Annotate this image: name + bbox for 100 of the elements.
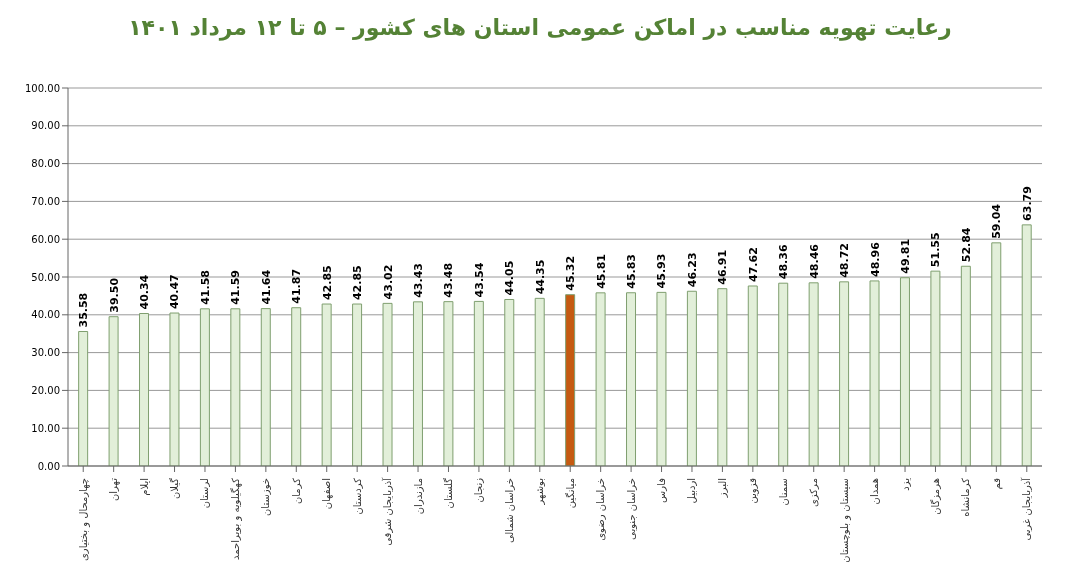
bar <box>291 307 302 466</box>
x-tick-label: کرمانشاه <box>960 477 972 517</box>
bar <box>930 270 941 466</box>
x-tick-label: کهگیلویه و بویراحمد <box>229 477 242 560</box>
data-label: 48.36 <box>777 244 791 280</box>
bar <box>139 313 150 466</box>
bar <box>169 312 180 466</box>
data-label: 39.50 <box>107 277 121 313</box>
y-tick-label: 30.00 <box>31 347 60 359</box>
x-tick-label: اردبیل <box>686 478 698 504</box>
data-label: 42.85 <box>320 265 334 301</box>
data-label: 35.58 <box>77 292 91 328</box>
x-tick-label: خراسان جنوبی <box>625 478 637 540</box>
x-tick-label: قم <box>990 477 1003 490</box>
x-tick-label: فارس <box>656 477 668 503</box>
x-tick-label: تهران <box>108 477 121 502</box>
y-tick-label: 20.00 <box>31 384 60 396</box>
x-tick-label: قزوین <box>747 477 760 504</box>
y-tick-label: 50.00 <box>31 271 60 283</box>
bar <box>626 292 637 466</box>
y-tick-label: 90.00 <box>31 120 60 132</box>
x-tick-label: خوزستان <box>260 478 272 516</box>
x-tick-label: سمنان <box>777 478 789 506</box>
data-label: 44.05 <box>503 260 517 296</box>
x-tick-label: اصفهان <box>321 478 334 510</box>
y-tick-label: 100.00 <box>25 82 60 94</box>
data-label: 45.83 <box>625 253 639 289</box>
y-tick-label: 60.00 <box>31 233 60 245</box>
bar <box>321 303 332 466</box>
bar <box>443 301 454 466</box>
data-label: 41.64 <box>259 269 273 305</box>
bar <box>899 277 910 466</box>
data-label: 43.48 <box>442 262 456 298</box>
y-tick-label: 0.00 <box>37 460 60 472</box>
x-tick-label: لرستان <box>199 478 211 509</box>
x-tick-label: مازندران <box>412 478 424 515</box>
y-tick-label: 70.00 <box>31 195 60 207</box>
data-label: 41.87 <box>290 268 304 304</box>
bar <box>778 282 789 466</box>
x-tick-label: یزد <box>899 477 911 491</box>
data-label: 49.81 <box>898 238 912 274</box>
bar <box>808 282 819 466</box>
y-tick-label: 40.00 <box>31 309 60 321</box>
x-tick-label: گلستان <box>442 477 454 509</box>
bar <box>230 308 241 466</box>
x-tick-label: بوشهر <box>534 478 547 506</box>
x-tick-label: آذربایجان شرقی <box>381 476 394 546</box>
data-label: 47.62 <box>746 247 760 282</box>
x-tick-label: سیستان و بلوچستان <box>838 478 851 563</box>
x-tick-label: البرز <box>716 478 728 499</box>
bar <box>717 288 728 466</box>
data-label: 45.93 <box>655 253 669 289</box>
x-tick-label: کرمان <box>290 477 302 505</box>
bar <box>595 292 606 466</box>
bar <box>565 294 576 466</box>
bar <box>260 308 271 466</box>
data-label: 48.46 <box>807 243 821 279</box>
bar <box>412 301 423 466</box>
bar <box>473 300 484 466</box>
x-tick-label: چهارمحال و بختیاری <box>77 478 90 561</box>
bar <box>352 303 363 466</box>
x-tick-label: هرمزگان <box>929 478 941 515</box>
chart-title: رعایت تهویه مناسب در اماکن عمومی استان های کشور – ۵ تا ۱۲ مرداد ۱۴۰۱ <box>127 14 953 43</box>
x-tick-label: زنجان <box>473 477 485 503</box>
bar <box>382 302 393 466</box>
data-label: 41.59 <box>229 269 243 305</box>
x-tick-label: ایلام <box>138 478 150 496</box>
bar <box>991 242 1002 466</box>
x-tick-label: میانگین <box>564 478 576 509</box>
x-tick-label: گیلان <box>169 477 181 500</box>
data-label: 59.04 <box>990 203 1004 239</box>
data-label: 40.47 <box>168 274 182 310</box>
bar <box>960 265 971 466</box>
data-label: 46.23 <box>685 252 699 288</box>
bar <box>869 280 880 466</box>
data-label: 48.96 <box>868 241 882 277</box>
x-tick-label: همدان <box>869 478 881 505</box>
x-tick-label: مرکزی <box>808 478 820 507</box>
x-tick-label: آذربایجان غربی <box>1020 476 1033 541</box>
data-label: 46.91 <box>716 249 730 285</box>
bar <box>747 285 758 466</box>
bar <box>108 316 119 466</box>
bar <box>839 281 850 466</box>
data-label: 45.81 <box>594 254 608 289</box>
data-label: 43.54 <box>472 262 486 298</box>
data-label: 63.79 <box>1020 186 1034 221</box>
y-tick-label: 10.00 <box>31 422 60 434</box>
data-label: 43.02 <box>381 264 395 300</box>
bar <box>656 291 667 466</box>
x-tick-label: خراسان رضوی <box>595 478 607 541</box>
bar <box>1021 224 1032 466</box>
data-label: 40.34 <box>138 274 152 310</box>
bar <box>504 298 515 466</box>
data-label: 44.35 <box>533 259 547 295</box>
bar <box>686 290 697 466</box>
data-label: 51.55 <box>929 232 943 268</box>
x-tick-label: خراسان شمالی <box>503 478 515 544</box>
data-label: 42.85 <box>351 265 365 301</box>
data-label: 52.84 <box>959 227 973 263</box>
x-tick-label: کردستان <box>351 477 363 515</box>
